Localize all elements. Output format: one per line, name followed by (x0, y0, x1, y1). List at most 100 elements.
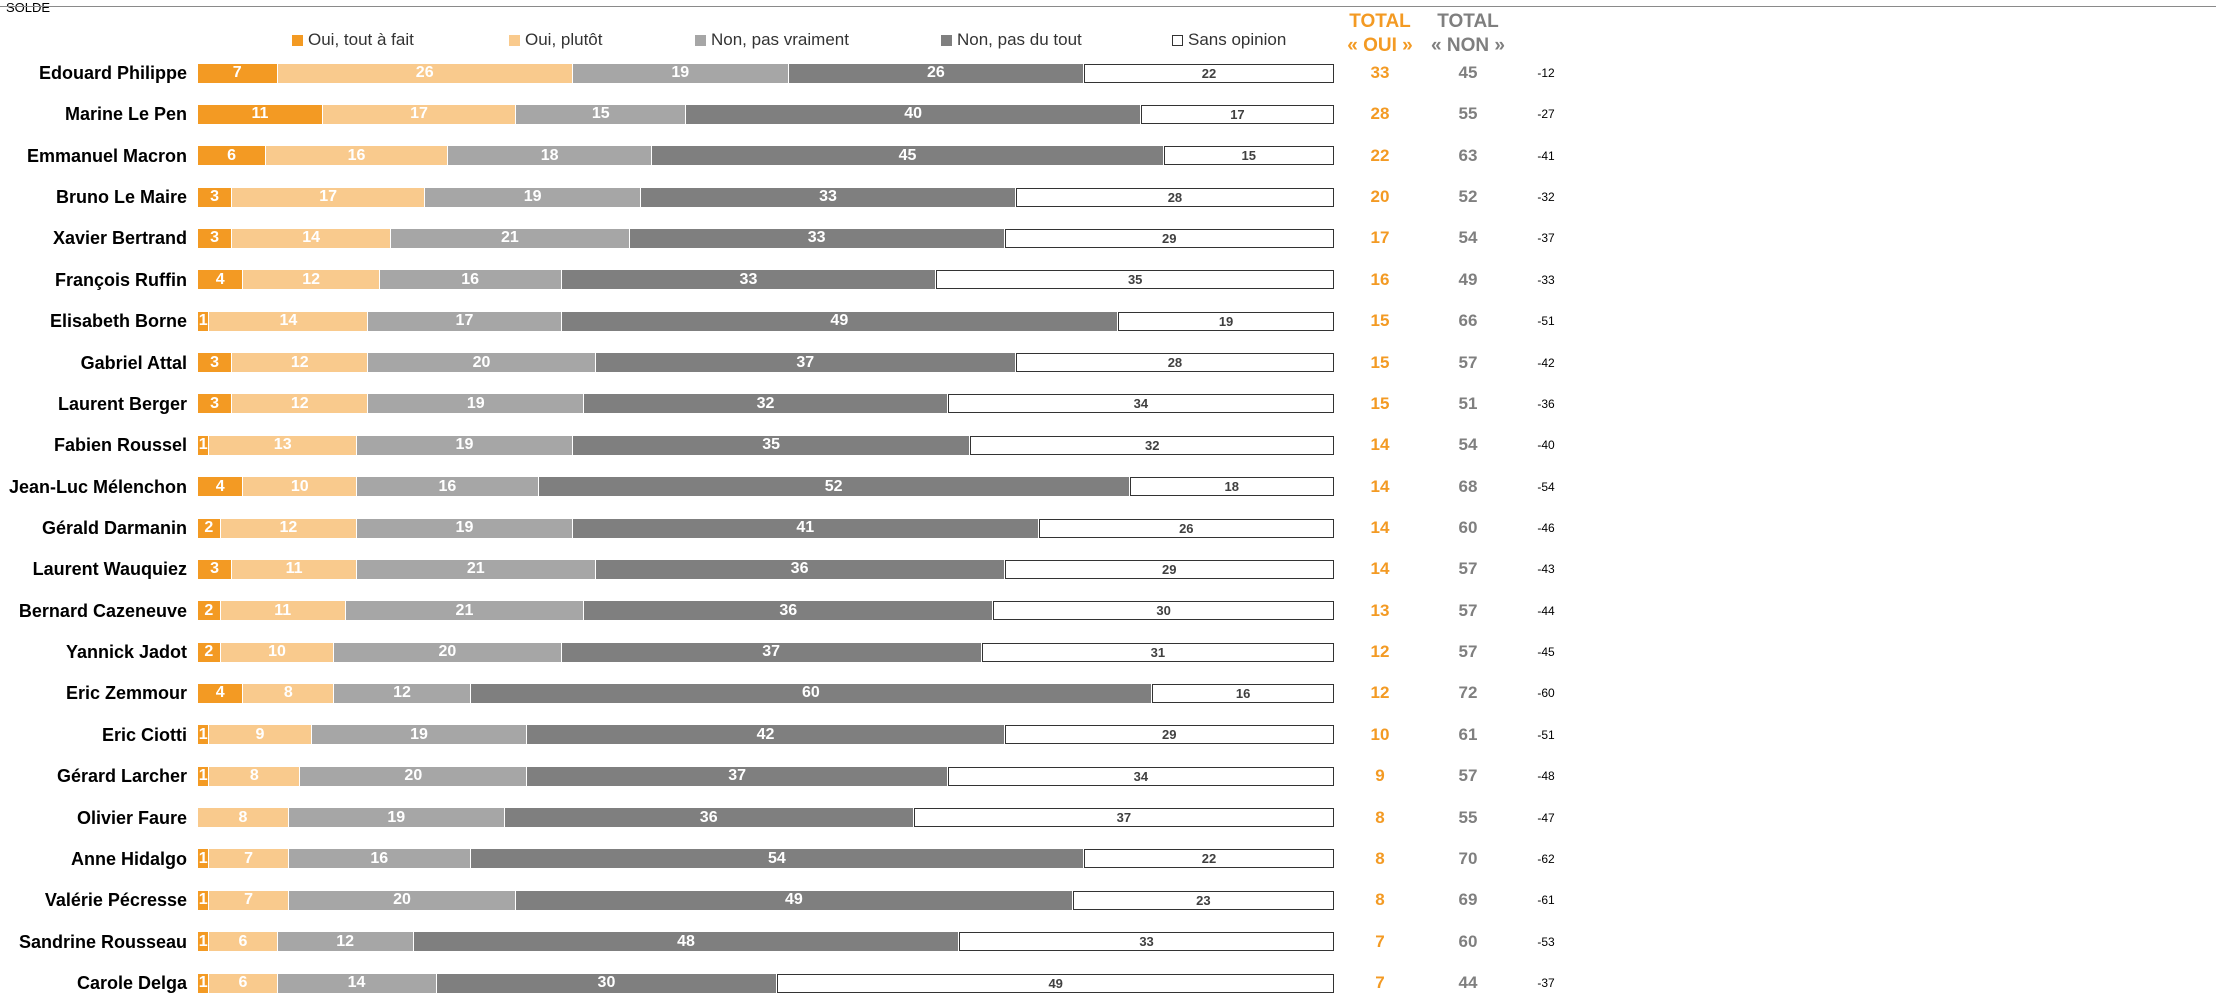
bar-segment-2: 19 (357, 435, 573, 455)
bar-value-label: 60 (802, 684, 820, 702)
bar-segment-0: 7 (198, 63, 278, 83)
category-label: Bruno Le Maire (55, 187, 187, 208)
bar-segment-1: 7 (209, 849, 289, 869)
total-oui-value: 15 (1370, 311, 1390, 331)
solde-value: -54 (1537, 479, 1555, 494)
bar-value-label: 20 (393, 891, 411, 909)
bar-value-label: 7 (244, 849, 254, 867)
solde-value: -42 (1537, 355, 1555, 370)
total-non-header-line2: « NON » (1431, 35, 1505, 56)
solde-value: -47 (1537, 810, 1555, 825)
bar-segment-2: 16 (288, 849, 471, 869)
legend-swatch-4 (1172, 34, 1183, 46)
bar-segment-4: 32 (970, 435, 1334, 455)
solde-value: -37 (1537, 976, 1555, 990)
total-non-value: 57 (1458, 766, 1478, 786)
total-non-value: 63 (1458, 145, 1478, 165)
bar-value-label: 16 (1235, 685, 1251, 701)
bar-value-label: 7 (244, 891, 254, 909)
total-non-header: TOTAL « NON » (1424, 10, 1512, 58)
bar-segment-3: 37 (595, 353, 1016, 373)
bar-value-label: 54 (767, 849, 786, 867)
category-label: Emmanuel Macron (26, 145, 187, 166)
bar-segment-1: 7 (209, 890, 289, 910)
solde-value: -32 (1537, 190, 1555, 205)
bar-value-label: 12 (393, 684, 411, 702)
category-label: Xavier Bertrand (52, 228, 187, 249)
solde-value: -51 (1537, 314, 1555, 329)
solde-value: -27 (1537, 107, 1555, 122)
bar-value-label: 3 (210, 394, 219, 412)
bar-segment-3: 30 (436, 973, 778, 993)
bar-value-label: 17 (410, 105, 428, 123)
bar-segment-0: 3 (198, 394, 233, 414)
bar-value-label: 16 (347, 146, 366, 164)
bar-value-label: 33 (807, 229, 826, 247)
bar-segment-3: 33 (561, 270, 937, 290)
bar-value-label: 7 (232, 64, 242, 81)
bar-segment-4: 29 (1004, 725, 1334, 745)
bar-segment-0: 1 (198, 766, 210, 786)
bar-value-label: 36 (779, 601, 798, 619)
bar-segment-2: 12 (334, 683, 471, 703)
total-oui-value: 14 (1370, 435, 1390, 455)
bar-segment-4: 37 (913, 808, 1334, 828)
total-non-value: 57 (1458, 642, 1478, 662)
total-oui-value: 22 (1370, 145, 1390, 165)
bar-value-label: 17 (319, 188, 338, 206)
total-non-value: 68 (1458, 476, 1478, 496)
bar-value-label: 36 (699, 808, 718, 826)
legend-label-4: Sans opinion (1188, 30, 1287, 49)
bar-segment-1: 11 (232, 559, 358, 579)
total-non-value: 57 (1458, 352, 1478, 372)
solde-value: -60 (1537, 686, 1555, 701)
bar-value-label: 21 (500, 229, 519, 247)
legend-label-3: Non, pas du tout (957, 30, 1082, 49)
bar-segment-0: 1 (198, 311, 210, 331)
bar-value-label: 19 (466, 394, 485, 412)
solde-value: -37 (1537, 231, 1555, 246)
bar-value-label: 15 (591, 105, 610, 123)
category-label: Anne Hidalgo (71, 848, 187, 869)
bar-segment-0: 1 (198, 932, 210, 952)
bar-segment-4: 28 (1015, 353, 1334, 373)
category-label: Valérie Pécresse (44, 890, 187, 911)
category-label: François Ruffin (54, 269, 187, 290)
bar-value-label: 49 (784, 891, 803, 909)
solde-value: -12 (1537, 66, 1555, 80)
bar-value-label: 2 (204, 643, 214, 661)
bar-segment-3: 36 (504, 808, 914, 828)
total-oui-value: 17 (1370, 228, 1390, 248)
bar-segment-4: 18 (1129, 477, 1334, 497)
bar-value-label: 48 (677, 932, 695, 950)
total-non-value: 54 (1458, 228, 1478, 248)
solde-value: -46 (1537, 521, 1555, 535)
bar-value-label: 35 (1127, 272, 1143, 288)
total-oui-value: 10 (1370, 724, 1390, 744)
legend-item-0: Oui, tout à fait (292, 28, 414, 52)
bar-value-label: 9 (255, 725, 265, 743)
bar-value-label: 42 (756, 725, 775, 743)
category-label: Eric Ciotti (101, 724, 187, 745)
total-non-header-line1: TOTAL (1437, 11, 1499, 32)
solde-value: -33 (1537, 272, 1555, 287)
bar-value-label: 3 (210, 353, 219, 371)
bar-segment-1: 14 (232, 228, 392, 248)
bar-segment-1: 8 (198, 808, 289, 828)
bar-segment-3: 37 (561, 642, 982, 662)
bar-segment-3: 41 (572, 518, 1039, 538)
bar-value-label: 10 (268, 643, 286, 661)
total-non-value: 54 (1458, 435, 1478, 455)
category-label: Yannick Jadot (65, 642, 187, 663)
bar-segment-0: 4 (198, 477, 244, 497)
bar-segment-3: 49 (561, 311, 1119, 331)
category-label: Gérard Larcher (56, 766, 187, 787)
legend-swatch-0 (292, 34, 303, 46)
category-label: Gérald Darmanin (41, 518, 187, 538)
total-non-value: 66 (1458, 311, 1478, 331)
solde-value: -62 (1537, 851, 1555, 866)
bar-value-label: 29 (1162, 727, 1177, 743)
category-label: Sandrine Rousseau (18, 931, 187, 952)
top-rule (0, 6, 2216, 7)
bar-segment-2: 15 (516, 104, 687, 124)
